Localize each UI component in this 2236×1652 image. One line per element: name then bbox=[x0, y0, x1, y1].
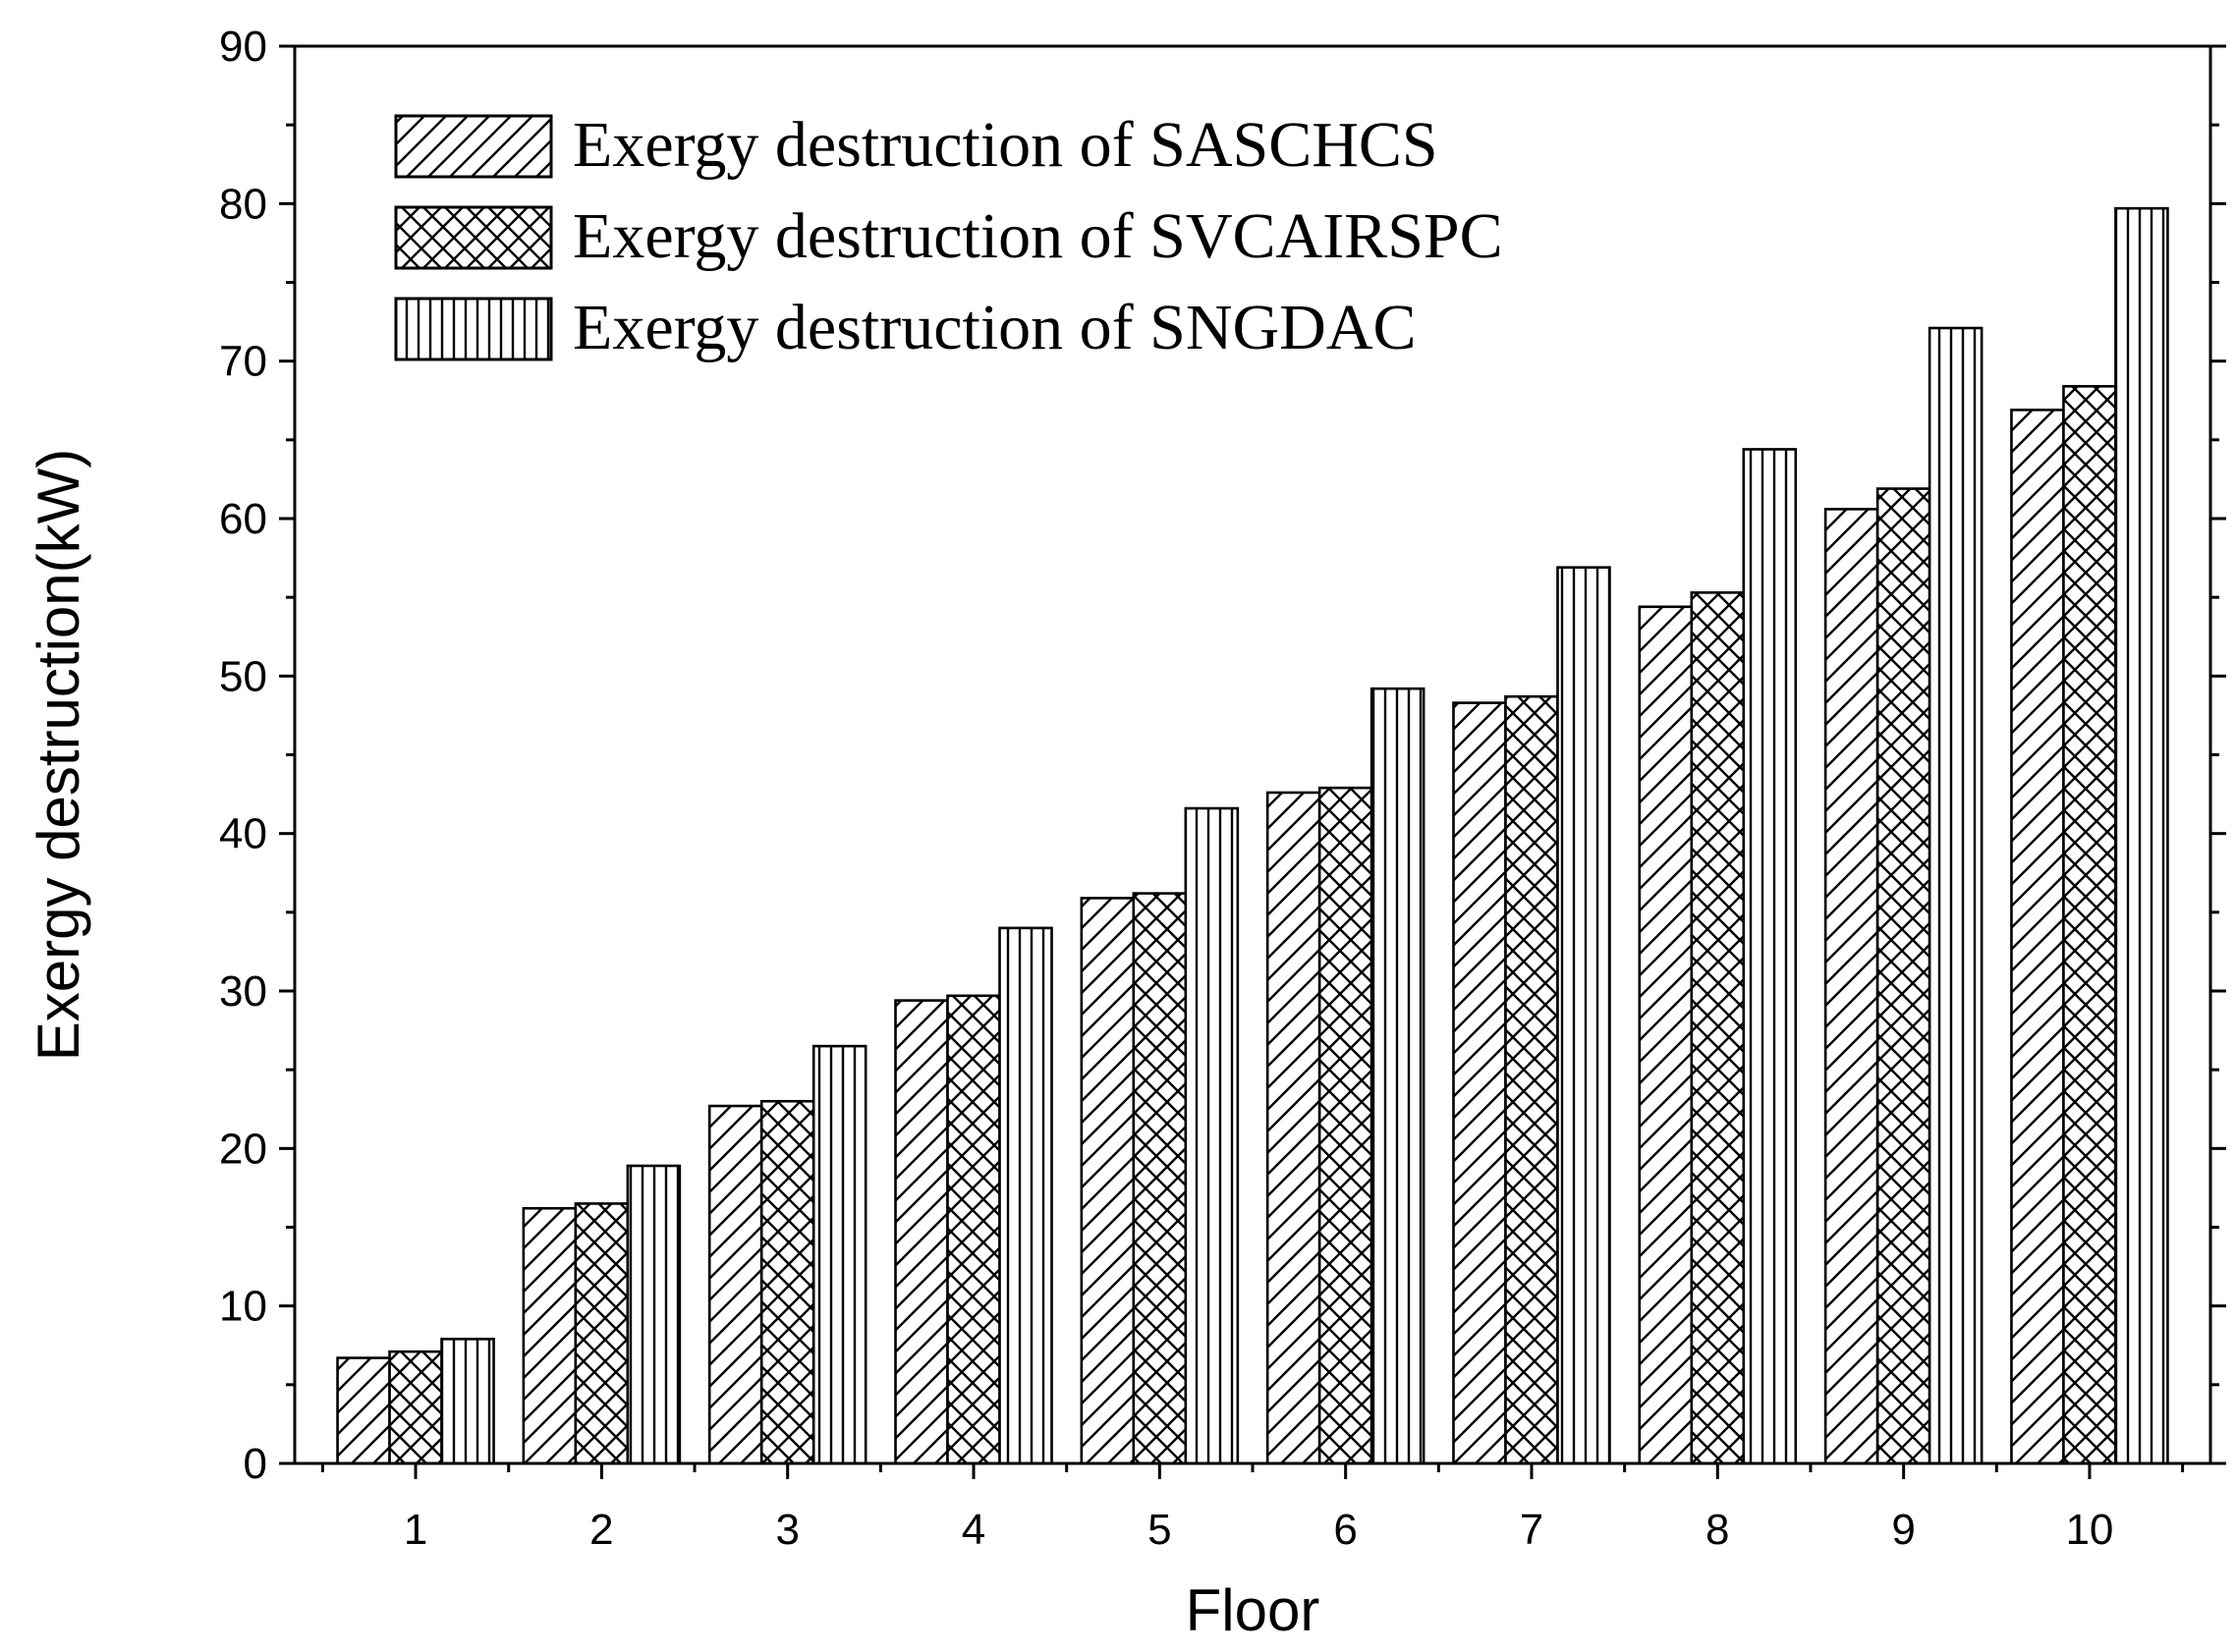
x-tick-label-5: 5 bbox=[1147, 1506, 1171, 1554]
bar-diagonal-floor-5 bbox=[1080, 897, 1136, 1465]
x-tick-label-4: 4 bbox=[962, 1506, 985, 1554]
x-tick-label-8: 8 bbox=[1705, 1506, 1729, 1554]
x-tick-label-1: 1 bbox=[404, 1506, 427, 1554]
legend-label-diagonal: Exergy destruction of SASCHCS bbox=[573, 109, 1438, 181]
bar-diagonal-floor-2 bbox=[522, 1206, 578, 1465]
legend-label-vertical: Exergy destruction of SNGDAC bbox=[573, 292, 1417, 363]
y-tick-label: 0 bbox=[244, 1440, 267, 1488]
bar-crosshatch-floor-9 bbox=[1875, 487, 1931, 1465]
bar-diagonal-floor-7 bbox=[1452, 701, 1507, 1465]
y-tick-label: 20 bbox=[219, 1125, 267, 1173]
bar-diagonal-floor-8 bbox=[1638, 605, 1694, 1465]
y-tick-label: 80 bbox=[219, 180, 267, 228]
x-tick-label-3: 3 bbox=[775, 1506, 799, 1554]
x-tick-label-7: 7 bbox=[1520, 1506, 1543, 1554]
bar-diagonal-floor-10 bbox=[2010, 409, 2065, 1465]
x-axis-title: Floor bbox=[1186, 1577, 1320, 1643]
ticks-layer: 0 10 20 30 40 50 60 70 80 90 1 2 3 4 5 6 7 8 9 10 bbox=[219, 23, 2226, 1554]
bar-vertical-floor-10 bbox=[2114, 206, 2169, 1465]
x-tick-label-6: 6 bbox=[1333, 1506, 1357, 1554]
bar-diagonal-floor-3 bbox=[707, 1104, 763, 1465]
bar-crosshatch-floor-3 bbox=[759, 1099, 815, 1465]
bar-crosshatch-floor-6 bbox=[1317, 786, 1373, 1465]
bar-crosshatch-floor-1 bbox=[388, 1349, 443, 1465]
legend-swatch-diagonal bbox=[394, 114, 553, 179]
bar-crosshatch-floor-5 bbox=[1132, 892, 1188, 1465]
bars-layer bbox=[336, 206, 2169, 1465]
x-tick-label-9: 9 bbox=[1891, 1506, 1915, 1554]
y-tick-label: 50 bbox=[219, 652, 267, 700]
y-tick-label: 30 bbox=[219, 967, 267, 1016]
y-tick-label: 10 bbox=[219, 1283, 267, 1331]
legend: Exergy destruction of SASCHCS Exergy dest… bbox=[394, 109, 1503, 363]
y-tick-label: 90 bbox=[219, 23, 267, 71]
bar-crosshatch-floor-10 bbox=[2062, 385, 2117, 1465]
bar-diagonal-floor-1 bbox=[336, 1356, 391, 1465]
x-tick-label-10: 10 bbox=[2065, 1506, 2113, 1554]
y-tick-label: 70 bbox=[219, 338, 267, 386]
bar-vertical-floor-3 bbox=[811, 1044, 867, 1465]
legend-label-crosshatch: Exergy destruction of SVCAIRSPC bbox=[573, 200, 1503, 272]
legend-swatch-vertical bbox=[394, 297, 553, 361]
x-tick-label-2: 2 bbox=[589, 1506, 613, 1554]
bar-crosshatch-floor-8 bbox=[1690, 591, 1746, 1465]
y-tick-label: 60 bbox=[219, 495, 267, 543]
bar-vertical-floor-4 bbox=[998, 926, 1053, 1465]
y-tick-label: 40 bbox=[219, 810, 267, 858]
bar-vertical-floor-2 bbox=[626, 1164, 682, 1465]
bar-diagonal-floor-9 bbox=[1823, 508, 1879, 1465]
bar-vertical-floor-1 bbox=[440, 1338, 495, 1465]
bar-crosshatch-floor-2 bbox=[574, 1202, 630, 1465]
bar-diagonal-floor-4 bbox=[894, 999, 949, 1465]
bar-vertical-floor-5 bbox=[1184, 806, 1240, 1465]
bar-crosshatch-floor-4 bbox=[946, 994, 1001, 1465]
bar-vertical-floor-7 bbox=[1556, 566, 1611, 1465]
y-axis-title: Exergy destruction(kW) bbox=[26, 449, 91, 1062]
legend-swatch-crosshatch bbox=[394, 205, 553, 270]
bar-vertical-floor-6 bbox=[1370, 687, 1425, 1465]
bar-vertical-floor-8 bbox=[1742, 448, 1798, 1465]
bar-vertical-floor-9 bbox=[1928, 326, 1984, 1465]
bar-diagonal-floor-6 bbox=[1265, 791, 1321, 1465]
bar-crosshatch-floor-7 bbox=[1504, 694, 1559, 1465]
